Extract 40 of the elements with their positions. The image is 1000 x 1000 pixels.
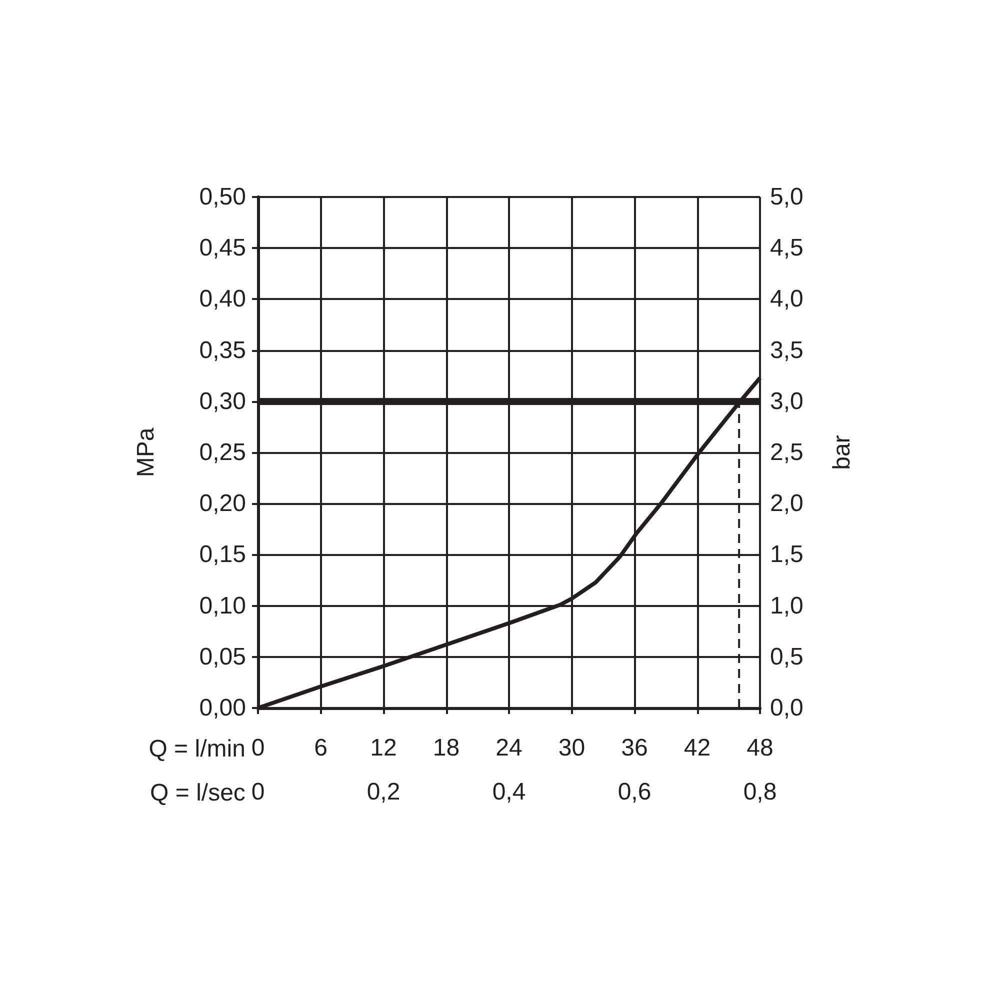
y-tick-label: 0,05 — [199, 643, 246, 670]
x2-tick-label: 0,8 — [743, 778, 777, 806]
y2-tick-label: 0,0 — [770, 694, 804, 722]
y-tick-label: 0,40 — [199, 286, 246, 313]
y-tick-label: 0,00 — [199, 694, 246, 722]
y-tick-label: 0,45 — [199, 234, 246, 262]
x2-tick-label: 0 — [251, 778, 265, 806]
x-tick-label: 18 — [432, 734, 460, 762]
x2-tick-label: 0,6 — [618, 778, 652, 806]
y-tick-label: 0,50 — [199, 184, 246, 210]
x-tick-label: 36 — [621, 734, 648, 762]
x2-axis-title: Q = l/sec — [150, 780, 246, 806]
y-tick-label: 0,15 — [199, 541, 246, 568]
y-axis-title: MPa — [132, 427, 160, 478]
x-axis-title: Q = l/min — [148, 736, 246, 762]
y2-tick-label: 2,5 — [770, 439, 804, 466]
y-tick-label: 0,20 — [199, 490, 246, 518]
x2-tick-label: 0,4 — [492, 778, 526, 806]
y2-tick-label: 2,0 — [770, 490, 804, 518]
x-tick-label: 0 — [251, 734, 265, 762]
y-tick-label: 0,25 — [199, 439, 246, 466]
y2-tick-label: 4,5 — [770, 234, 804, 262]
y2-tick-label: 1,5 — [770, 541, 804, 568]
y2-tick-label: 3,0 — [770, 388, 804, 415]
x-tick-label: 6 — [314, 734, 328, 762]
x-tick-label: 30 — [558, 734, 586, 762]
y-tick-label: 0,10 — [199, 592, 246, 620]
y2-tick-label: 0,5 — [770, 643, 804, 670]
y2-axis-title: bar — [828, 435, 856, 470]
y2-tick-label: 1,0 — [770, 592, 804, 620]
x-tick-label: 48 — [746, 734, 774, 762]
y-tick-label: 0,30 — [199, 388, 246, 415]
x-tick-label: 12 — [370, 734, 397, 762]
y2-tick-label: 4,0 — [770, 286, 804, 313]
y-tick-label: 0,35 — [199, 336, 246, 364]
x-tick-label: 42 — [684, 734, 711, 762]
y2-tick-label: 3,5 — [770, 336, 804, 364]
x-tick-label: 24 — [496, 734, 522, 762]
y2-tick-label: 5,0 — [770, 184, 804, 210]
x2-tick-label: 0,2 — [366, 778, 400, 806]
